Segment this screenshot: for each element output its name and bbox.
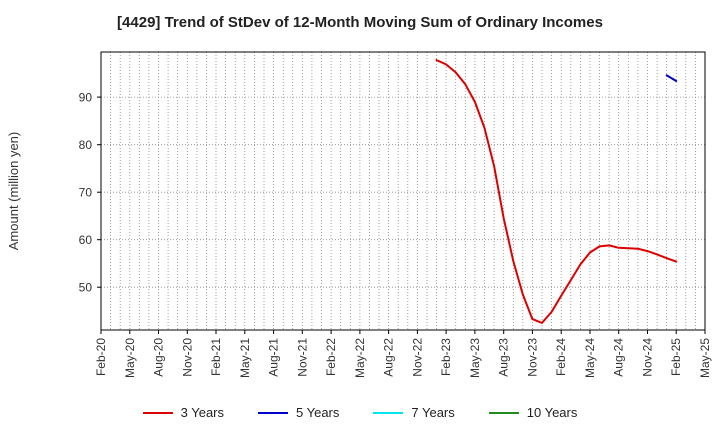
chart-title: [4429] Trend of StDev of 12-Month Moving… xyxy=(117,14,603,31)
legend-swatch-10-years xyxy=(488,411,519,414)
legend-item-7-years: 7 Years xyxy=(373,405,455,420)
y-tick-label: 70 xyxy=(79,186,93,200)
x-tick-label: Feb-22 xyxy=(324,338,338,376)
legend-label-3-years: 3 Years xyxy=(180,405,224,420)
x-tick-label: Nov-22 xyxy=(410,338,424,377)
legend-label-5-years: 5 Years xyxy=(296,405,340,420)
y-tick-label: 60 xyxy=(79,233,93,247)
x-tick-label: Feb-21 xyxy=(209,338,223,376)
legend-swatch-5-years xyxy=(258,411,288,414)
y-axis-label: Amount (million yen) xyxy=(6,132,21,251)
x-tick-label: Aug-23 xyxy=(497,338,511,377)
legend-label-10-years: 10 Years xyxy=(526,405,578,420)
x-tick-label: Feb-24 xyxy=(554,338,568,376)
plot-frame xyxy=(100,51,706,331)
x-tick-label: Nov-24 xyxy=(641,338,655,377)
y-tick-label: 90 xyxy=(79,91,93,105)
legend: 3 Years 5 Years 7 Years 10 Years xyxy=(0,405,720,420)
x-tick-label: Feb-25 xyxy=(669,338,683,376)
x-tick-label: Nov-21 xyxy=(295,338,309,377)
legend-item-10-years: 10 Years xyxy=(488,405,578,420)
x-tick-label: Feb-23 xyxy=(439,338,453,376)
legend-label-7-years: 7 Years xyxy=(411,405,455,420)
y-tick-label: 80 xyxy=(79,138,93,152)
x-tick-label: May-22 xyxy=(353,338,367,378)
series-line-5-years xyxy=(665,74,678,82)
x-tick-label: Nov-20 xyxy=(180,338,194,377)
x-tick-label: Feb-20 xyxy=(94,338,108,376)
y-tick-label: 50 xyxy=(79,281,93,295)
legend-swatch-7-years xyxy=(373,411,404,414)
x-tick-label: May-23 xyxy=(468,338,482,378)
x-tick-label: Nov-23 xyxy=(525,338,539,377)
x-tick-label: Aug-20 xyxy=(152,338,166,377)
legend-item-5-years: 5 Years xyxy=(258,405,339,420)
x-tick-label: May-25 xyxy=(698,338,712,378)
x-tick-label: May-24 xyxy=(583,338,597,378)
x-tick-label: Aug-21 xyxy=(267,338,281,377)
x-tick-label: Aug-24 xyxy=(612,338,626,377)
legend-item-3-years: 3 Years xyxy=(142,405,224,420)
series-line-3-years xyxy=(435,59,678,324)
x-tick-label: May-20 xyxy=(123,338,137,378)
x-tick-label: Aug-22 xyxy=(382,338,396,377)
x-tick-label: May-21 xyxy=(238,338,252,378)
legend-swatch-3-years xyxy=(142,411,173,414)
